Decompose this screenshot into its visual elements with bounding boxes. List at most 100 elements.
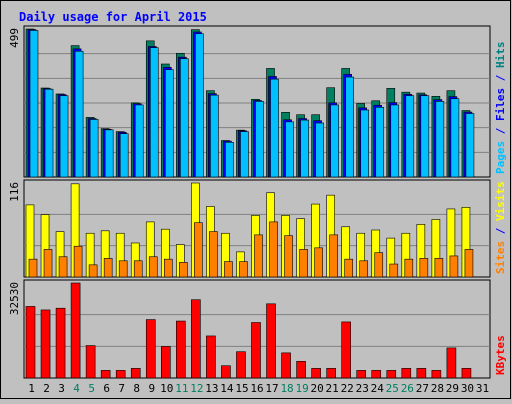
bar-kbytes-day-18 <box>282 353 291 378</box>
x-tick-label-8: 8 <box>133 382 140 395</box>
bar-kbytes-day-3 <box>56 308 65 378</box>
x-tick-label-13: 13 <box>205 382 218 395</box>
panel-legend-label: Sites / Visits <box>494 181 507 274</box>
bar-kbytes-day-25 <box>387 370 396 378</box>
x-tick-label-12: 12 <box>190 382 203 395</box>
bar-kbytes-day-8 <box>131 368 140 378</box>
x-tick-label-26: 26 <box>401 382 414 395</box>
bar-kbytes-day-9 <box>146 320 155 378</box>
x-tick-label-15: 15 <box>235 382 248 395</box>
bar-pages-day-25 <box>391 105 399 177</box>
bar-kbytes-day-15 <box>236 352 245 378</box>
chart-panels: 499 Pages / Files / Hits 116 Sites / Visits… <box>8 26 507 378</box>
bar-sites-day-24 <box>375 253 383 277</box>
bar-pages-day-11 <box>180 59 188 177</box>
bar-kbytes-day-24 <box>372 370 381 378</box>
bar-sites-day-27 <box>420 258 428 277</box>
x-tick-label-29: 29 <box>446 382 459 395</box>
legend-part: Sites <box>494 241 507 274</box>
bar-pages-day-4 <box>75 51 83 177</box>
x-tick-label-3: 3 <box>58 382 65 395</box>
bar-kbytes-day-2 <box>41 310 50 378</box>
bar-pages-day-22 <box>346 77 354 177</box>
bar-pages-day-28 <box>436 101 444 177</box>
bar-sites-day-15 <box>239 262 247 277</box>
x-tick-label-9: 9 <box>148 382 155 395</box>
bar-pages-day-26 <box>406 96 414 177</box>
bar-kbytes-day-29 <box>447 348 456 378</box>
bar-pages-day-24 <box>376 107 384 177</box>
bar-pages-day-6 <box>105 130 113 177</box>
legend-part: Pages <box>494 141 507 174</box>
bar-sites-day-30 <box>465 249 473 277</box>
bar-pages-day-30 <box>466 114 474 177</box>
bar-kbytes-day-4 <box>71 283 80 378</box>
bar-kbytes-day-19 <box>297 361 306 378</box>
bar-kbytes-day-30 <box>462 368 471 378</box>
bar-kbytes-day-28 <box>432 370 441 378</box>
x-tick-label-28: 28 <box>431 382 444 395</box>
bar-kbytes-day-23 <box>357 370 366 378</box>
bar-kbytes-day-6 <box>101 370 110 378</box>
x-tick-label-7: 7 <box>118 382 125 395</box>
bar-sites-day-25 <box>390 264 398 277</box>
bar-sites-day-20 <box>315 248 323 277</box>
bar-pages-day-3 <box>60 96 68 177</box>
bar-kbytes-day-1 <box>26 306 35 378</box>
bar-pages-day-15 <box>240 132 248 177</box>
bar-sites-day-10 <box>164 259 172 277</box>
bar-pages-day-16 <box>255 101 263 177</box>
bar-sites-day-17 <box>270 222 278 277</box>
bar-sites-day-4 <box>74 246 82 277</box>
bar-kbytes-day-27 <box>417 368 426 378</box>
panel-middle: 116 Sites / Visits <box>8 180 507 277</box>
x-tick-label-25: 25 <box>386 382 399 395</box>
chart-title: Daily usage for April 2015 <box>19 10 207 24</box>
bar-pages-day-17 <box>271 79 279 177</box>
x-axis-labels: 1 2 3 4 5 6 7 8 9 10 11 12 13 14 15 16 17 18 19 20 21 22 23 24 2… <box>28 382 489 395</box>
bar-pages-day-21 <box>331 105 339 177</box>
legend-part: KBytes <box>494 335 507 375</box>
bar-pages-day-23 <box>361 110 369 177</box>
x-tick-label-4: 4 <box>73 382 80 395</box>
bar-sites-day-26 <box>405 259 413 277</box>
x-tick-label-16: 16 <box>250 382 263 395</box>
x-tick-label-1: 1 <box>28 382 35 395</box>
bar-sites-day-29 <box>450 256 458 277</box>
bar-kbytes-day-20 <box>312 368 321 378</box>
x-tick-label-23: 23 <box>356 382 369 395</box>
panel-top: 499Pages / Files / Hits <box>8 26 507 177</box>
bar-sites-day-22 <box>345 259 353 277</box>
x-tick-label-10: 10 <box>160 382 173 395</box>
bar-sites-day-1 <box>29 259 37 277</box>
x-tick-label-30: 30 <box>461 382 474 395</box>
bar-sites-day-19 <box>300 249 308 277</box>
bar-pages-day-8 <box>135 105 143 177</box>
bar-sites-day-9 <box>149 257 157 277</box>
bar-sites-day-16 <box>254 235 262 277</box>
bar-sites-day-12 <box>194 223 202 277</box>
bar-kbytes-day-12 <box>191 300 200 378</box>
y-max-label: 116 <box>8 182 21 202</box>
bar-kbytes-day-5 <box>86 346 95 378</box>
x-tick-label-17: 17 <box>265 382 278 395</box>
bar-pages-day-14 <box>225 142 233 177</box>
bar-sites-day-6 <box>104 258 112 277</box>
x-tick-label-31: 31 <box>476 382 489 395</box>
bar-pages-day-29 <box>451 99 459 177</box>
bar-kbytes-day-7 <box>116 370 125 378</box>
bar-pages-day-7 <box>120 134 128 177</box>
bar-sites-day-11 <box>179 262 187 277</box>
bar-pages-day-10 <box>165 70 173 177</box>
bar-sites-day-8 <box>134 261 142 277</box>
bar-sites-day-14 <box>224 262 232 277</box>
x-tick-label-20: 20 <box>311 382 324 395</box>
y-max-label: 32530 <box>8 282 21 315</box>
x-tick-label-11: 11 <box>175 382 188 395</box>
bar-sites-day-13 <box>209 232 217 277</box>
bar-pages-day-2 <box>45 89 53 177</box>
x-tick-label-6: 6 <box>103 382 110 395</box>
bar-kbytes-day-21 <box>327 368 336 378</box>
bar-sites-day-2 <box>44 249 52 277</box>
bar-sites-day-5 <box>89 265 97 277</box>
